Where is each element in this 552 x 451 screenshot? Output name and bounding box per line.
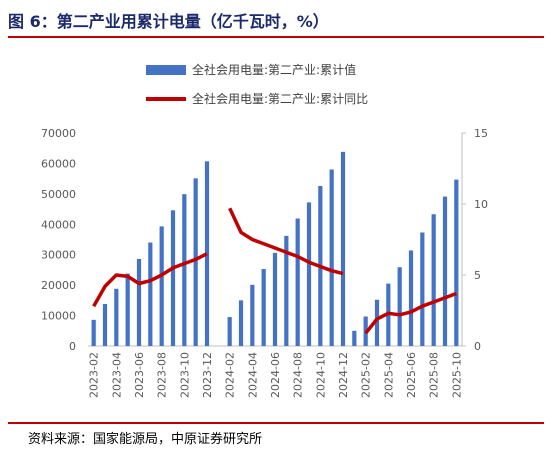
bar — [125, 273, 130, 346]
y-left-tick-label: 50000 — [41, 188, 76, 201]
bar — [114, 288, 119, 346]
legend-label-line: 全社会用电量:第二产业:累计同比 — [192, 91, 368, 106]
legend-swatch-bar — [146, 65, 186, 75]
figure-title: 图 6：第二产业用累计电量（亿千瓦时，%） — [8, 12, 329, 31]
bar — [352, 330, 357, 346]
y-left-tick-label: 40000 — [41, 218, 76, 231]
bar — [408, 250, 414, 346]
bar — [261, 269, 266, 346]
bar — [340, 151, 346, 346]
bar — [284, 235, 289, 346]
bar — [420, 232, 425, 346]
yoy-line — [92, 252, 208, 308]
x-tick-label: 2023-10 — [178, 352, 191, 398]
bar — [204, 161, 210, 346]
bar — [431, 214, 436, 346]
x-tick-label: 2025-02 — [360, 352, 373, 398]
y-right-tick-label: 15 — [474, 127, 488, 140]
x-tick-label: 2023-04 — [110, 352, 123, 398]
legend-label-bar: 全社会用电量:第二产业:累计值 — [192, 62, 356, 77]
bar — [136, 258, 142, 346]
bar — [306, 202, 312, 346]
bar — [442, 196, 448, 346]
bar — [238, 300, 244, 346]
y-right-tick-label: 5 — [474, 269, 481, 282]
bar — [170, 210, 176, 346]
bar — [227, 317, 232, 346]
title-rule — [8, 36, 544, 38]
yoy-line — [228, 207, 344, 276]
x-tick-label: 2025-10 — [450, 352, 463, 398]
bar — [250, 284, 255, 346]
x-tick-label: 2025-06 — [405, 352, 418, 398]
y-left-tick-label: 0 — [69, 340, 76, 353]
bar — [102, 304, 108, 346]
bar — [159, 226, 164, 346]
bar — [329, 169, 334, 346]
x-tick-label: 2025-08 — [428, 352, 441, 398]
x-tick-label: 2023-12 — [201, 352, 214, 398]
y-left-tick-label: 30000 — [41, 249, 76, 262]
x-tick-label: 2025-04 — [382, 352, 395, 398]
x-tick-label: 2024-10 — [314, 352, 327, 398]
y-right-tick-label: 10 — [474, 198, 488, 211]
x-tick-label: 2024-12 — [337, 352, 350, 398]
bar — [397, 267, 402, 346]
source-rule — [8, 422, 544, 424]
bar — [193, 178, 198, 346]
bar — [91, 319, 96, 346]
yoy-line — [364, 291, 457, 335]
bar — [182, 194, 187, 346]
y-left-tick-label: 20000 — [41, 279, 76, 292]
x-tick-label: 2023-02 — [88, 352, 101, 398]
bar — [148, 242, 153, 346]
x-tick-label: 2024-06 — [269, 352, 282, 398]
bar — [374, 299, 380, 346]
x-tick-label: 2023-08 — [156, 352, 169, 398]
y-right-tick-label: 0 — [474, 340, 481, 353]
bar — [272, 252, 278, 346]
y-left-tick-label: 10000 — [41, 310, 76, 323]
x-tick-label: 2023-06 — [133, 352, 146, 398]
bar — [295, 218, 300, 346]
bar — [454, 179, 459, 346]
x-tick-label: 2024-08 — [292, 352, 305, 398]
x-tick-label: 2024-04 — [246, 352, 259, 398]
y-left-tick-label: 70000 — [41, 127, 76, 140]
y-left-tick-label: 60000 — [41, 157, 76, 170]
x-tick-label: 2024-02 — [224, 352, 237, 398]
source-note: 资料来源：国家能源局，中原证券研究所 — [28, 432, 263, 447]
